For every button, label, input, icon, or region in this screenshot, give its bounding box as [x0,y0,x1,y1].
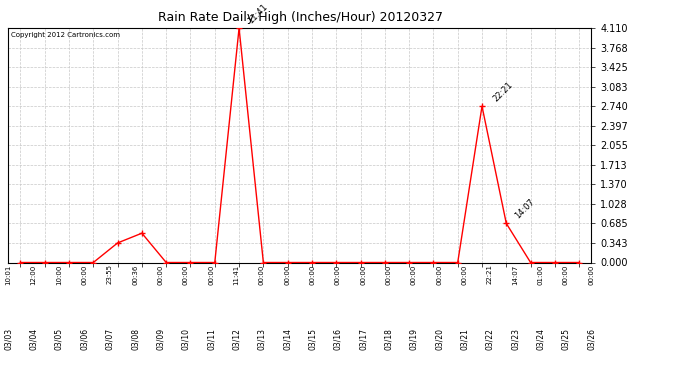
Text: 00:00: 00:00 [208,264,214,285]
Text: 03/21: 03/21 [460,328,469,350]
Text: 11:41: 11:41 [233,264,239,285]
Text: 03/07: 03/07 [105,328,114,350]
Text: 00:36: 00:36 [132,264,138,285]
Text: 03/18: 03/18 [384,328,393,350]
Text: 00:00: 00:00 [259,264,265,285]
Text: 22:21: 22:21 [487,264,493,284]
Text: 10:00: 10:00 [56,264,62,285]
Text: Rain Rate Daily High (Inches/Hour) 20120327: Rain Rate Daily High (Inches/Hour) 20120… [157,11,443,24]
Text: 03/03: 03/03 [3,328,13,350]
Text: 00:00: 00:00 [411,264,417,285]
Text: 23:55: 23:55 [107,264,112,284]
Text: 03/09: 03/09 [156,328,165,350]
Text: 10:01: 10:01 [6,264,11,285]
Text: 03/26: 03/26 [586,328,596,350]
Text: 00:00: 00:00 [360,264,366,285]
Text: 00:00: 00:00 [183,264,189,285]
Text: 12:00: 12:00 [30,264,37,285]
Text: 22:21: 22:21 [492,80,515,104]
Text: 00:00: 00:00 [335,264,341,285]
Text: Copyright 2012 Cartronics.com: Copyright 2012 Cartronics.com [11,32,120,38]
Text: 14:07: 14:07 [513,197,537,220]
Text: 03/17: 03/17 [359,328,368,350]
Text: 03/05: 03/05 [55,328,63,350]
Text: 00:00: 00:00 [157,264,164,285]
Text: 03/12: 03/12 [232,328,241,350]
Text: 03/22: 03/22 [486,328,495,350]
Text: 03/23: 03/23 [511,328,520,350]
Text: 03/24: 03/24 [536,328,545,350]
Text: 03/06: 03/06 [80,328,89,350]
Text: 14:07: 14:07 [512,264,518,285]
Text: 00:00: 00:00 [589,264,594,285]
Text: 03/16: 03/16 [333,328,342,350]
Text: 03/04: 03/04 [29,328,38,350]
Text: 03/20: 03/20 [435,328,444,350]
Text: 00:00: 00:00 [284,264,290,285]
Text: 03/13: 03/13 [257,328,266,350]
Text: 03/11: 03/11 [206,328,215,350]
Text: 03/14: 03/14 [283,328,292,350]
Text: 00:00: 00:00 [436,264,442,285]
Text: 00:00: 00:00 [81,264,88,285]
Text: 03/10: 03/10 [181,328,190,350]
Text: 03/19: 03/19 [409,328,418,350]
Text: 00:00: 00:00 [386,264,391,285]
Text: 00:00: 00:00 [563,264,569,285]
Text: 03/25: 03/25 [562,328,571,350]
Text: 00:00: 00:00 [462,264,468,285]
Text: 11:41: 11:41 [246,2,270,25]
Text: 00:00: 00:00 [310,264,315,285]
Text: 03/15: 03/15 [308,328,317,350]
Text: 03/08: 03/08 [130,328,139,350]
Text: 01:00: 01:00 [538,264,544,285]
